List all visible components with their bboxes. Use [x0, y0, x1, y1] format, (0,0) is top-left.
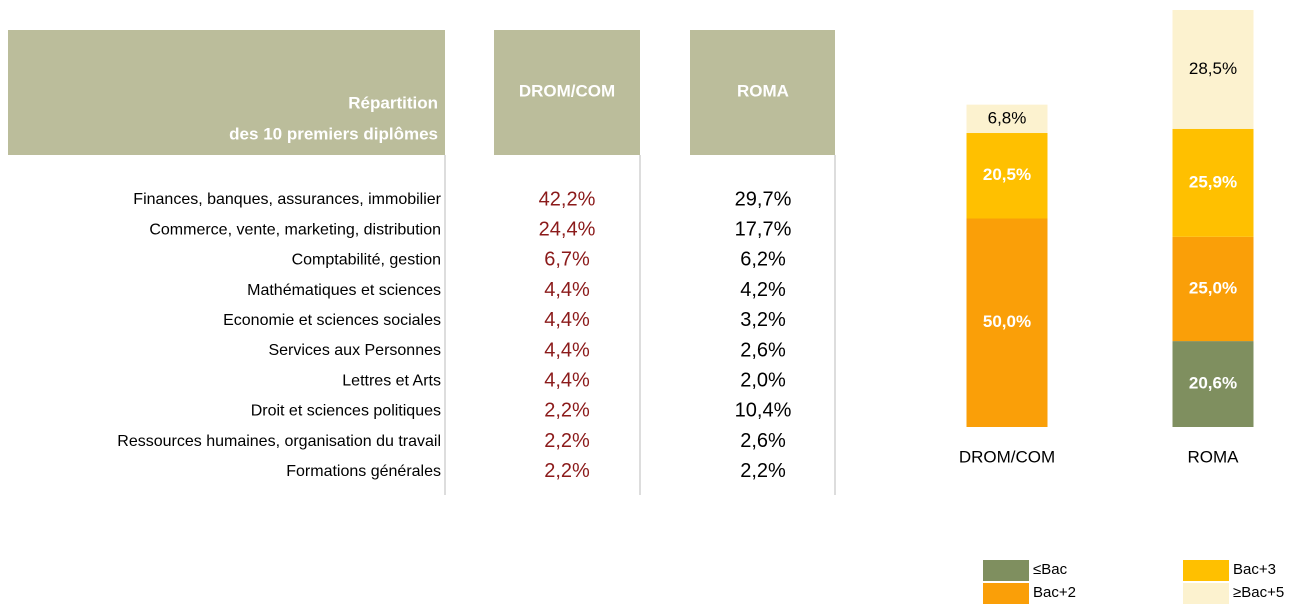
- cell-value: 2,0%: [740, 369, 786, 391]
- legend-label: ≥Bac+5: [1233, 584, 1284, 601]
- x-tick-label: DROM/COM: [959, 447, 1055, 466]
- row-label: Services aux Personnes: [268, 342, 441, 359]
- legend-label: ≤Bac: [1033, 561, 1068, 578]
- data-label: 28,5%: [1189, 59, 1237, 78]
- cell-value: 4,4%: [544, 339, 590, 361]
- header-text: DROM/COM: [519, 81, 615, 100]
- data-label: 25,0%: [1189, 278, 1237, 297]
- cell-value: 24,4%: [539, 218, 596, 240]
- row-label: Mathématiques et sciences: [247, 282, 441, 299]
- data-label: 20,6%: [1189, 374, 1237, 393]
- cell-value: 2,6%: [740, 339, 786, 361]
- row-label: Ressources humaines, organisation du tra…: [117, 433, 441, 450]
- legend-swatch: [1183, 583, 1229, 604]
- data-label: 20,5%: [983, 165, 1031, 184]
- row-label: Droit et sciences politiques: [251, 403, 441, 420]
- legend-label: Bac+3: [1233, 561, 1276, 578]
- legend-swatch: [1183, 560, 1229, 581]
- cell-value: 4,4%: [544, 279, 590, 301]
- data-label: 6,8%: [988, 108, 1027, 127]
- bar-segment: [1172, 341, 1254, 427]
- legend-swatch: [983, 560, 1029, 581]
- cell-value: 2,6%: [740, 430, 786, 452]
- cell-value: 6,7%: [544, 249, 590, 271]
- cell-value: 4,4%: [544, 369, 590, 391]
- header-cell: [690, 30, 835, 155]
- bar-segment: [1172, 128, 1254, 237]
- cell-value: 29,7%: [735, 188, 792, 210]
- legend-label: Bac+2: [1033, 584, 1076, 601]
- cell-value: 4,4%: [544, 309, 590, 331]
- cell-value: 2,2%: [544, 400, 590, 422]
- cell-value: 17,7%: [735, 218, 792, 240]
- cell-value: 2,2%: [544, 430, 590, 452]
- bar-segment: [966, 104, 1048, 134]
- cell-value: 4,2%: [740, 279, 786, 301]
- header-text: des 10 premiers diplômes: [229, 124, 438, 143]
- x-tick-label: ROMA: [1188, 447, 1240, 466]
- cell-value: 42,2%: [539, 188, 596, 210]
- row-label: Formations générales: [286, 463, 441, 480]
- cell-value: 3,2%: [740, 309, 786, 331]
- row-label: Commerce, vente, marketing, distribution: [149, 221, 441, 238]
- data-label: 50,0%: [983, 312, 1031, 331]
- cell-value: 2,2%: [544, 460, 590, 482]
- data-label: 25,9%: [1189, 172, 1237, 191]
- header-cell: [494, 30, 640, 155]
- cell-value: 10,4%: [735, 400, 792, 422]
- row-label: Finances, banques, assurances, immobilie…: [133, 191, 441, 208]
- bar-segment: [1172, 10, 1254, 129]
- header-cell: [8, 30, 445, 155]
- row-label: Lettres et Arts: [342, 372, 441, 389]
- header-text: ROMA: [737, 81, 789, 100]
- row-label: Comptabilité, gestion: [292, 252, 441, 269]
- legend-swatch: [983, 583, 1029, 604]
- bar-segment: [966, 133, 1048, 219]
- bar-segment: [966, 218, 1048, 427]
- header-text: Répartition: [348, 93, 438, 112]
- row-label: Economie et sciences sociales: [223, 312, 441, 329]
- cell-value: 2,2%: [740, 460, 786, 482]
- bar-segment: [1172, 236, 1254, 342]
- cell-value: 6,2%: [740, 249, 786, 271]
